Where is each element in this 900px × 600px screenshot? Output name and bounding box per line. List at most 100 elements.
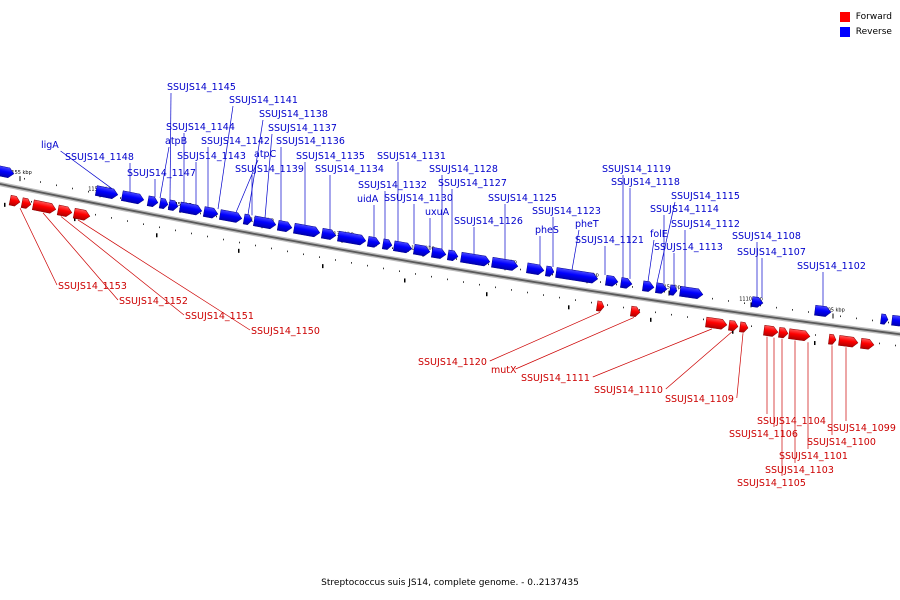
reverse-gene-arrow	[669, 284, 678, 296]
minor-tick	[712, 297, 713, 300]
tick-label: 1145 kbp	[168, 202, 192, 208]
reverse-gene-arrow	[655, 282, 668, 294]
reverse-gene-label: SSUJS14_1143	[177, 151, 246, 162]
inner-tick	[568, 305, 570, 310]
forward-gene-arrow	[56, 204, 73, 217]
reverse-gene-label: SSUJS14_1137	[268, 123, 337, 134]
minor-tick	[463, 281, 464, 283]
reverse-gene-arrow	[381, 238, 393, 250]
minor-tick	[879, 342, 880, 345]
inner-tick	[4, 202, 6, 207]
minor-tick	[575, 299, 576, 301]
reverse-gene-arrow	[891, 314, 900, 327]
minor-tick	[751, 325, 752, 328]
minor-tick	[591, 301, 592, 304]
minor-tick	[511, 289, 512, 291]
forward-gene-label: SSUJS14_1111	[521, 373, 590, 384]
reverse-gene-arrow	[555, 267, 599, 284]
minor-tick	[479, 283, 480, 286]
forward-gene-label: SSUJS14_1110	[594, 385, 663, 396]
label-leader-lines	[19, 92, 847, 476]
minor-tick	[856, 317, 857, 320]
minor-tick	[415, 273, 416, 275]
minor-tick	[728, 300, 729, 302]
reverse-gene-arrow	[679, 286, 704, 300]
minor-tick	[776, 306, 777, 309]
reverse-gene-arrow	[460, 251, 491, 267]
reverse-gene-label: SSUJS14_1107	[737, 247, 806, 258]
minor-tick	[552, 273, 553, 276]
reverse-gene-label: SSUJS14_1112	[671, 219, 740, 230]
minor-tick	[815, 334, 816, 336]
forward-gene-arrow	[828, 333, 837, 345]
forward-gene-label: SSUJS14_1150	[251, 326, 320, 337]
forward-gene-label: mutX	[491, 365, 517, 376]
reverse-gene-label: SSUJS14_1136	[276, 136, 345, 147]
reverse-gene-label: SSUJS14_1121	[575, 235, 644, 246]
reverse-gene-label: SSUJS14_1108	[732, 231, 801, 242]
reverse-gene-label: SSUJS14_1141	[229, 95, 298, 106]
reverse-gene-arrow	[218, 209, 243, 223]
minor-tick	[351, 262, 352, 264]
inner-tick	[322, 264, 324, 269]
minor-tick	[287, 250, 288, 253]
forward-gene-label: SSUJS14_1099	[827, 423, 896, 434]
minor-tick	[24, 177, 25, 180]
minor-tick	[431, 275, 432, 278]
reverse-gene-arrow	[620, 277, 633, 289]
inner-tick	[404, 278, 406, 283]
minor-tick	[655, 311, 656, 314]
reverse-gene-label: SSUJS14_1113	[654, 242, 723, 253]
forward-gene-label: SSUJS14_1152	[119, 296, 188, 307]
minor-tick	[239, 241, 240, 244]
minor-tick	[56, 184, 57, 187]
forward-gene-arrow	[595, 300, 605, 312]
reverse-gene-label: atpB	[165, 136, 187, 147]
minor-tick	[216, 215, 217, 218]
forward-gene-arrow	[8, 194, 21, 207]
minor-tick	[335, 259, 336, 261]
minor-tick	[111, 217, 112, 219]
reverse-gene-label: SSUJS14_1123	[532, 206, 601, 217]
minor-tick	[319, 256, 320, 258]
forward-gene-label: SSUJS14_1104	[757, 416, 826, 427]
minor-tick	[543, 294, 544, 296]
minor-tick	[31, 200, 32, 203]
map-caption: Streptococcus suis JS14, complete genome…	[321, 578, 579, 588]
reverse-gene-label: SSUJS14_1138	[259, 109, 328, 120]
minor-tick	[527, 291, 528, 294]
forward-gene-label: SSUJS14_1105	[737, 478, 806, 489]
minor-tick	[687, 316, 688, 318]
minor-tick	[383, 267, 384, 270]
inner-tick	[74, 217, 76, 222]
tick-label: 1155 kbp	[8, 170, 32, 176]
minor-tick	[895, 344, 896, 347]
minor-tick	[808, 311, 809, 313]
reverse-gene-label: ligA	[41, 140, 59, 151]
reverse-gene-label: SSUJS14_1139	[235, 164, 304, 175]
reverse-gene-label: SSUJS14_1142	[201, 136, 270, 147]
minor-tick	[600, 281, 601, 283]
forward-gene-arrow	[728, 320, 739, 332]
reverse-gene-arrow	[880, 313, 889, 325]
legend: Forward Reverse	[839, 9, 892, 39]
forward-gene-label: SSUJS14_1100	[807, 437, 876, 448]
reverse-gene-label: SSUJS14_1118	[611, 177, 680, 188]
reverse-gene-arrow	[446, 249, 459, 261]
minor-tick	[95, 213, 96, 216]
minor-tick	[271, 247, 272, 250]
minor-tick	[872, 319, 873, 322]
inner-tick	[238, 248, 240, 253]
reverse-gene-arrow	[412, 243, 431, 257]
reverse-gene-label: atpC	[254, 149, 277, 160]
reverse-gene-arrow	[146, 195, 159, 207]
minor-tick	[127, 220, 128, 222]
forward-swatch	[839, 11, 850, 22]
forward-gene-label: SSUJS14_1153	[58, 281, 127, 292]
legend-label-forward: Forward	[855, 11, 892, 22]
minor-tick	[40, 181, 41, 183]
tick-label: 1110 kbp	[739, 296, 763, 302]
forward-gene-arrow	[72, 207, 91, 221]
minor-tick	[447, 278, 448, 281]
